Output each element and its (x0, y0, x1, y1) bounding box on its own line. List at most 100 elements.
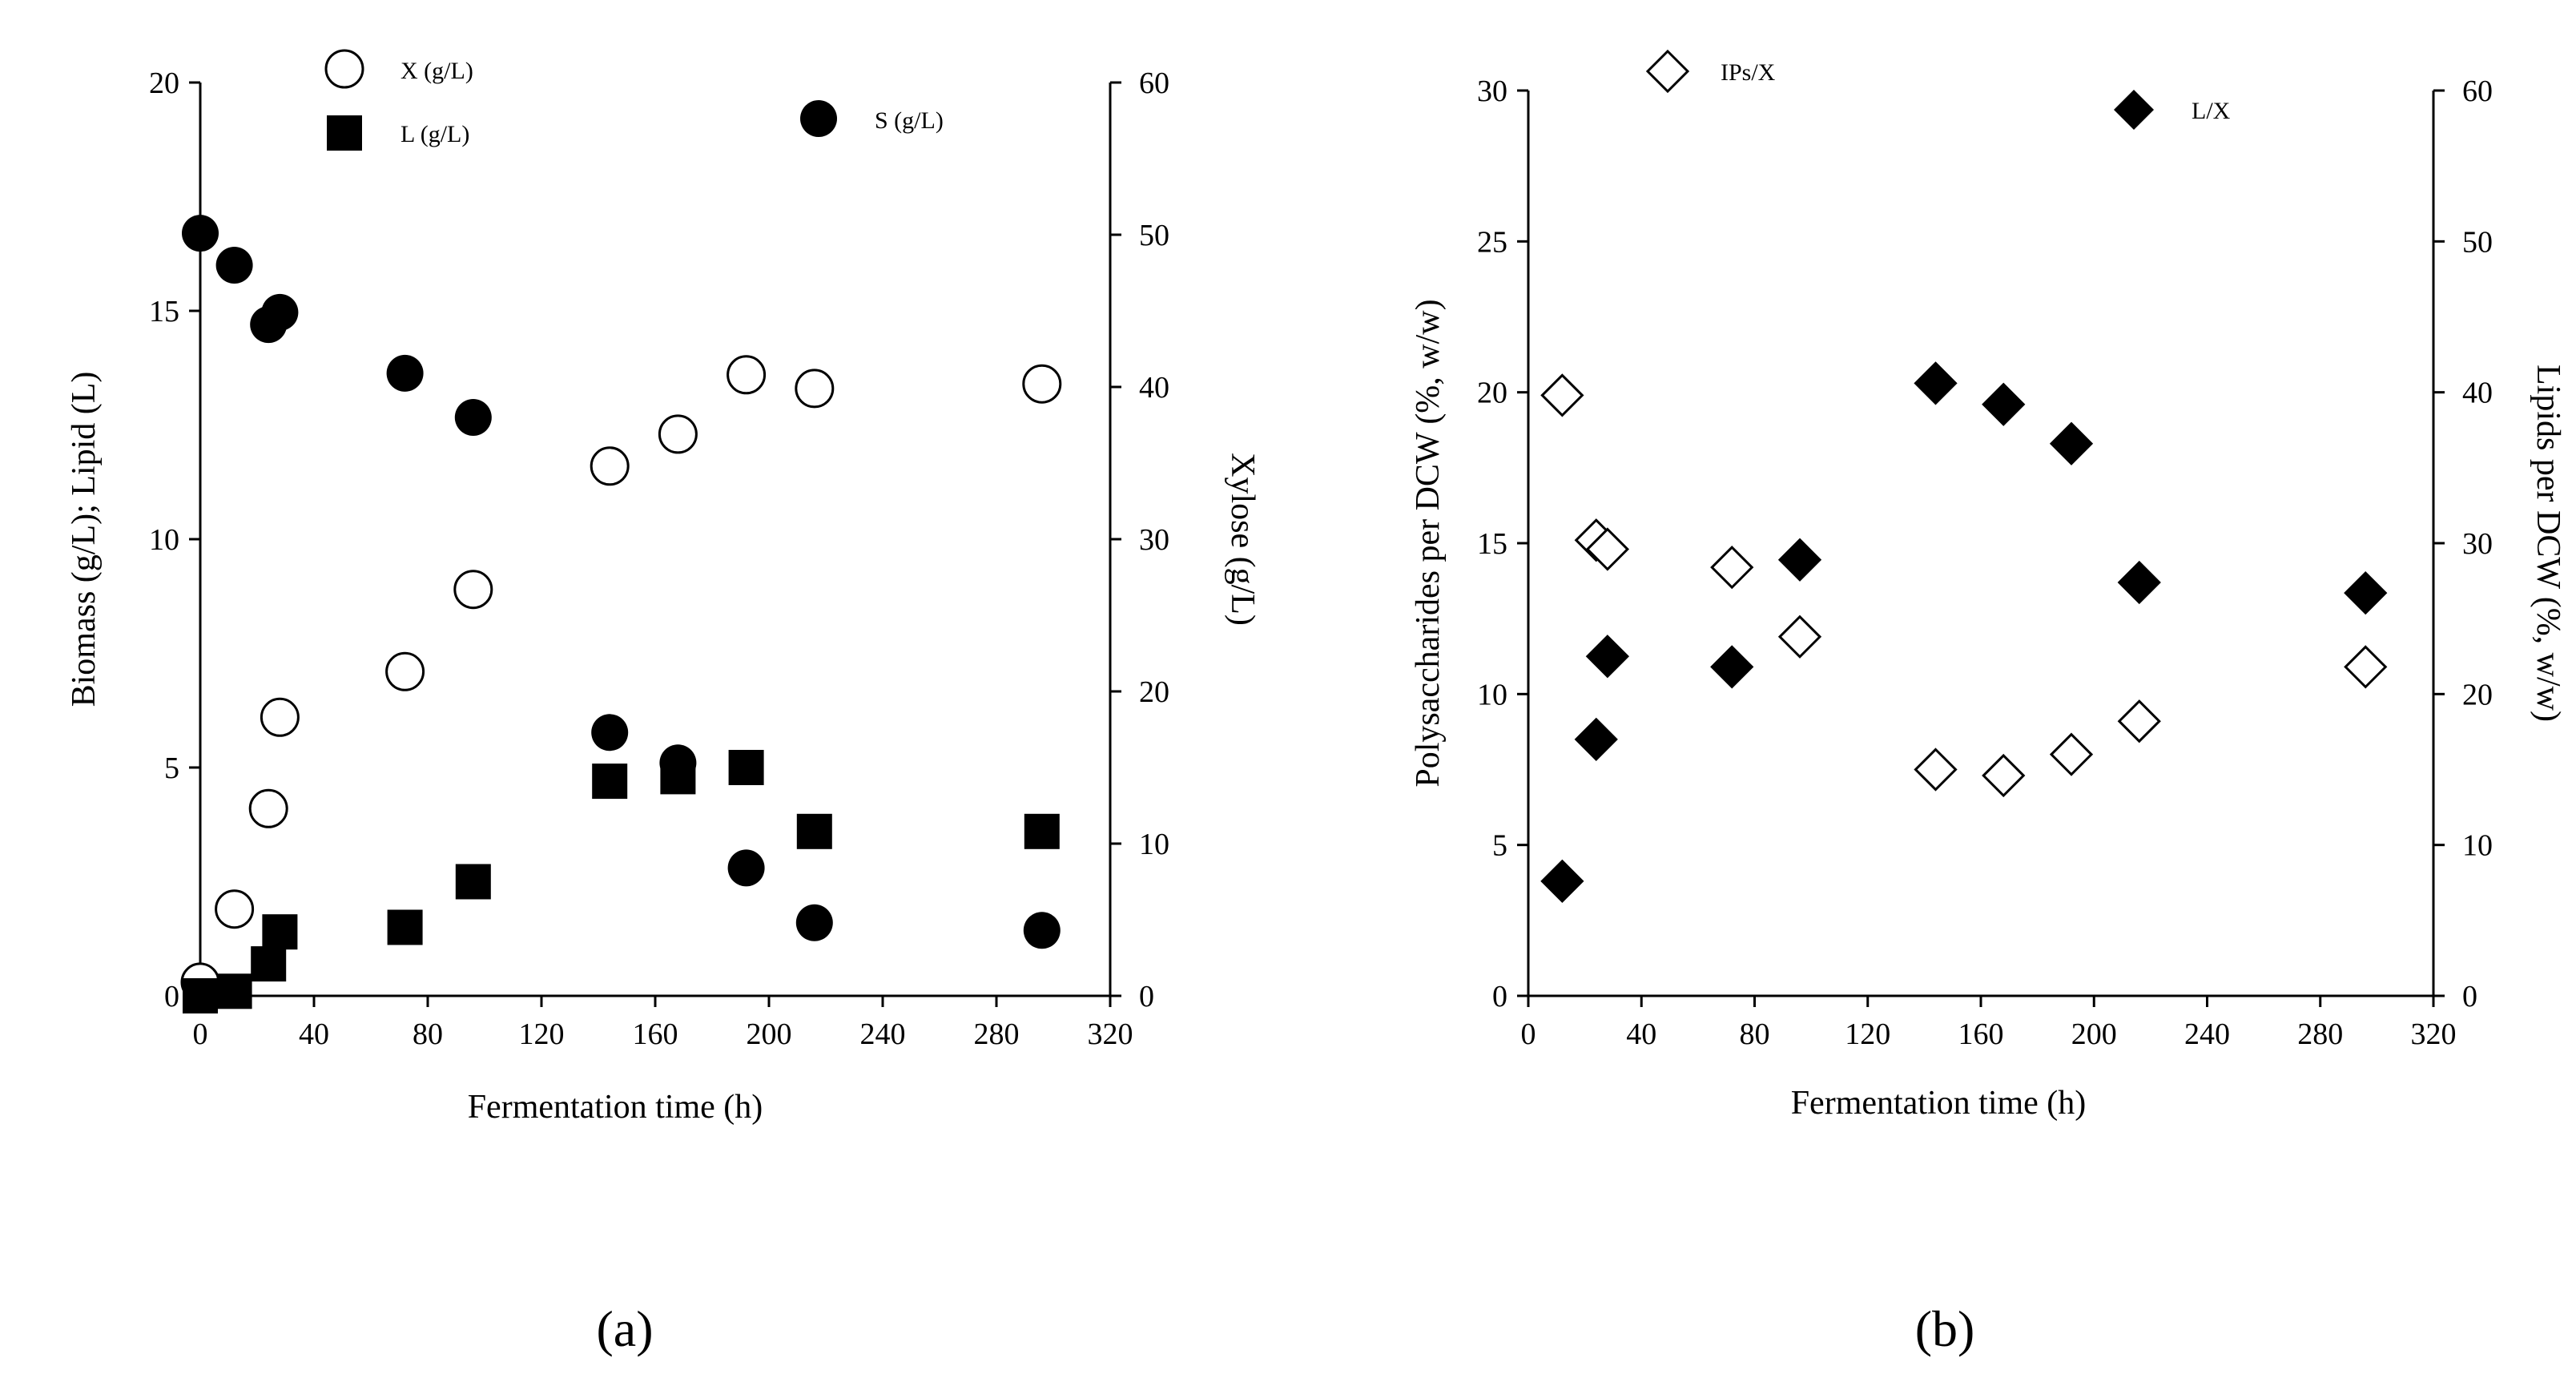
x-tick-label: 120 (519, 1017, 565, 1051)
y-tick-label: 15 (149, 295, 179, 328)
data-point-s-g-l (1023, 912, 1061, 949)
panel-a-x-label: Fermentation time (h) (468, 1089, 763, 1126)
y-tick-label: 20 (1477, 377, 1507, 410)
data-point-x-g-l (385, 651, 425, 691)
data-point-l-g-l (387, 909, 423, 945)
x-tick-label: 80 (1740, 1017, 1770, 1051)
x-tick-label: 240 (860, 1017, 906, 1051)
y-tick-label: 15 (1477, 527, 1507, 561)
data-point-x-g-l (727, 355, 767, 395)
data-point-l-g-l (216, 973, 252, 1009)
y2-tick-label: 0 (1139, 980, 1154, 1013)
y2-tick-label: 50 (1139, 219, 1169, 252)
x-tick-label: 0 (193, 1017, 208, 1051)
chart-panel-a: 0 40 80 120 160 200 240 280 320 0 5 10 15 20 0 10 20 30… (66, 49, 1261, 1357)
data-point-ips-x (1914, 747, 1958, 792)
legend-s-label: S (g/L) (875, 107, 944, 134)
y2-tick-label: 40 (2462, 377, 2493, 410)
panel-b-points (1540, 361, 2388, 903)
data-point-l-g-l (262, 914, 298, 950)
legend-s-marker (800, 100, 837, 137)
legend-ipsx-label: IPs/X (1721, 59, 1776, 86)
panel-a-y-label: Biomass (g/L); Lipid (L) (66, 372, 103, 707)
data-point-l-g-l (728, 750, 764, 785)
data-point-s-g-l (591, 714, 629, 751)
panel-b-label: (b) (1915, 1300, 1975, 1357)
data-point-ips-x (1982, 753, 2026, 798)
data-point-l-x (1777, 538, 1822, 582)
legend-lx-marker (2114, 90, 2154, 130)
data-point-l-x (1540, 859, 1584, 903)
data-point-l-g-l (592, 764, 628, 800)
data-point-ips-x (1710, 546, 1754, 590)
x-tick-label: 40 (299, 1017, 329, 1051)
data-point-ips-x (2344, 645, 2388, 689)
data-point-l-x (1914, 361, 1958, 405)
data-point-x-g-l (658, 414, 698, 454)
data-point-ips-x (2117, 699, 2161, 743)
y2-tick-label: 10 (1139, 828, 1169, 861)
data-point-l-g-l (183, 978, 218, 1013)
data-point-s-g-l (727, 849, 765, 887)
y-tick-label: 0 (164, 980, 179, 1013)
y2-tick-label: 60 (2462, 75, 2493, 108)
data-point-x-g-l (248, 788, 288, 828)
panel-a-y2-ticks: 0 10 20 30 40 50 60 (1110, 66, 1169, 1013)
y2-tick-label: 40 (1139, 371, 1169, 405)
data-point-s-g-l (386, 354, 424, 392)
x-tick-label: 40 (1626, 1017, 1656, 1051)
panel-b-y2-label: Lipids per DCW (%, w/w) (2530, 365, 2566, 722)
x-tick-label: 0 (1521, 1017, 1536, 1051)
data-point-s-g-l (215, 247, 253, 284)
data-point-x-g-l (215, 889, 255, 929)
y-tick-label: 20 (149, 66, 179, 100)
data-point-s-g-l (182, 215, 219, 252)
x-tick-label: 200 (2071, 1017, 2117, 1051)
data-point-l-x (2344, 571, 2388, 615)
legend-x-marker (324, 49, 364, 89)
x-tick-label: 240 (2184, 1017, 2230, 1051)
panel-a-axes (199, 83, 1112, 997)
y-tick-label: 5 (164, 751, 179, 785)
data-point-ips-x (1540, 373, 1584, 417)
y-tick-label: 10 (1477, 678, 1507, 711)
x-tick-label: 120 (1845, 1017, 1890, 1051)
data-point-l-g-l (1024, 813, 1060, 849)
y2-tick-label: 30 (1139, 523, 1169, 557)
y-tick-label: 0 (1492, 980, 1507, 1013)
data-point-ips-x (1585, 527, 1629, 571)
y-tick-label: 30 (1477, 75, 1507, 108)
x-tick-label: 160 (1958, 1017, 2004, 1051)
data-point-l-g-l (455, 864, 491, 900)
data-point-ips-x (2049, 732, 2094, 776)
x-tick-label: 200 (747, 1017, 792, 1051)
panel-a-legend: X (g/L) L (g/L) S (g/L) (324, 49, 944, 151)
data-point-s-g-l (795, 904, 833, 941)
x-tick-label: 320 (1088, 1017, 1133, 1051)
panel-a-points (180, 215, 1062, 1013)
x-tick-label: 160 (633, 1017, 678, 1051)
y-tick-label: 5 (1492, 829, 1507, 863)
data-point-s-g-l (659, 744, 697, 782)
panel-b-x-ticks: 0 40 80 120 160 200 240 280 320 (1521, 996, 2457, 1051)
data-point-ips-x (1777, 614, 1822, 659)
y2-tick-label: 50 (2462, 225, 2493, 259)
data-point-x-g-l (260, 697, 300, 737)
panel-a-x-ticks: 0 40 80 120 160 200 240 280 320 (193, 996, 1133, 1051)
data-point-l-x (2049, 421, 2094, 465)
x-tick-label: 280 (974, 1017, 1020, 1051)
y2-tick-label: 10 (2462, 829, 2493, 863)
y2-tick-label: 20 (2462, 678, 2493, 711)
y-tick-label: 10 (149, 523, 179, 557)
legend-ipsx-marker (1645, 49, 1690, 94)
panel-a-y-ticks: 0 5 10 15 20 (149, 66, 200, 1013)
panel-b-y-ticks: 0 5 10 15 20 25 30 (1477, 75, 1528, 1013)
data-point-x-g-l (795, 369, 835, 409)
data-point-l-x (1574, 717, 1618, 761)
x-tick-label: 320 (2411, 1017, 2457, 1051)
panel-b-x-label: Fermentation time (h) (1791, 1085, 2087, 1122)
data-point-s-g-l (454, 399, 492, 436)
data-point-x-g-l (453, 570, 493, 610)
legend-l-label: L (g/L) (400, 121, 469, 147)
y2-tick-label: 30 (2462, 527, 2493, 561)
